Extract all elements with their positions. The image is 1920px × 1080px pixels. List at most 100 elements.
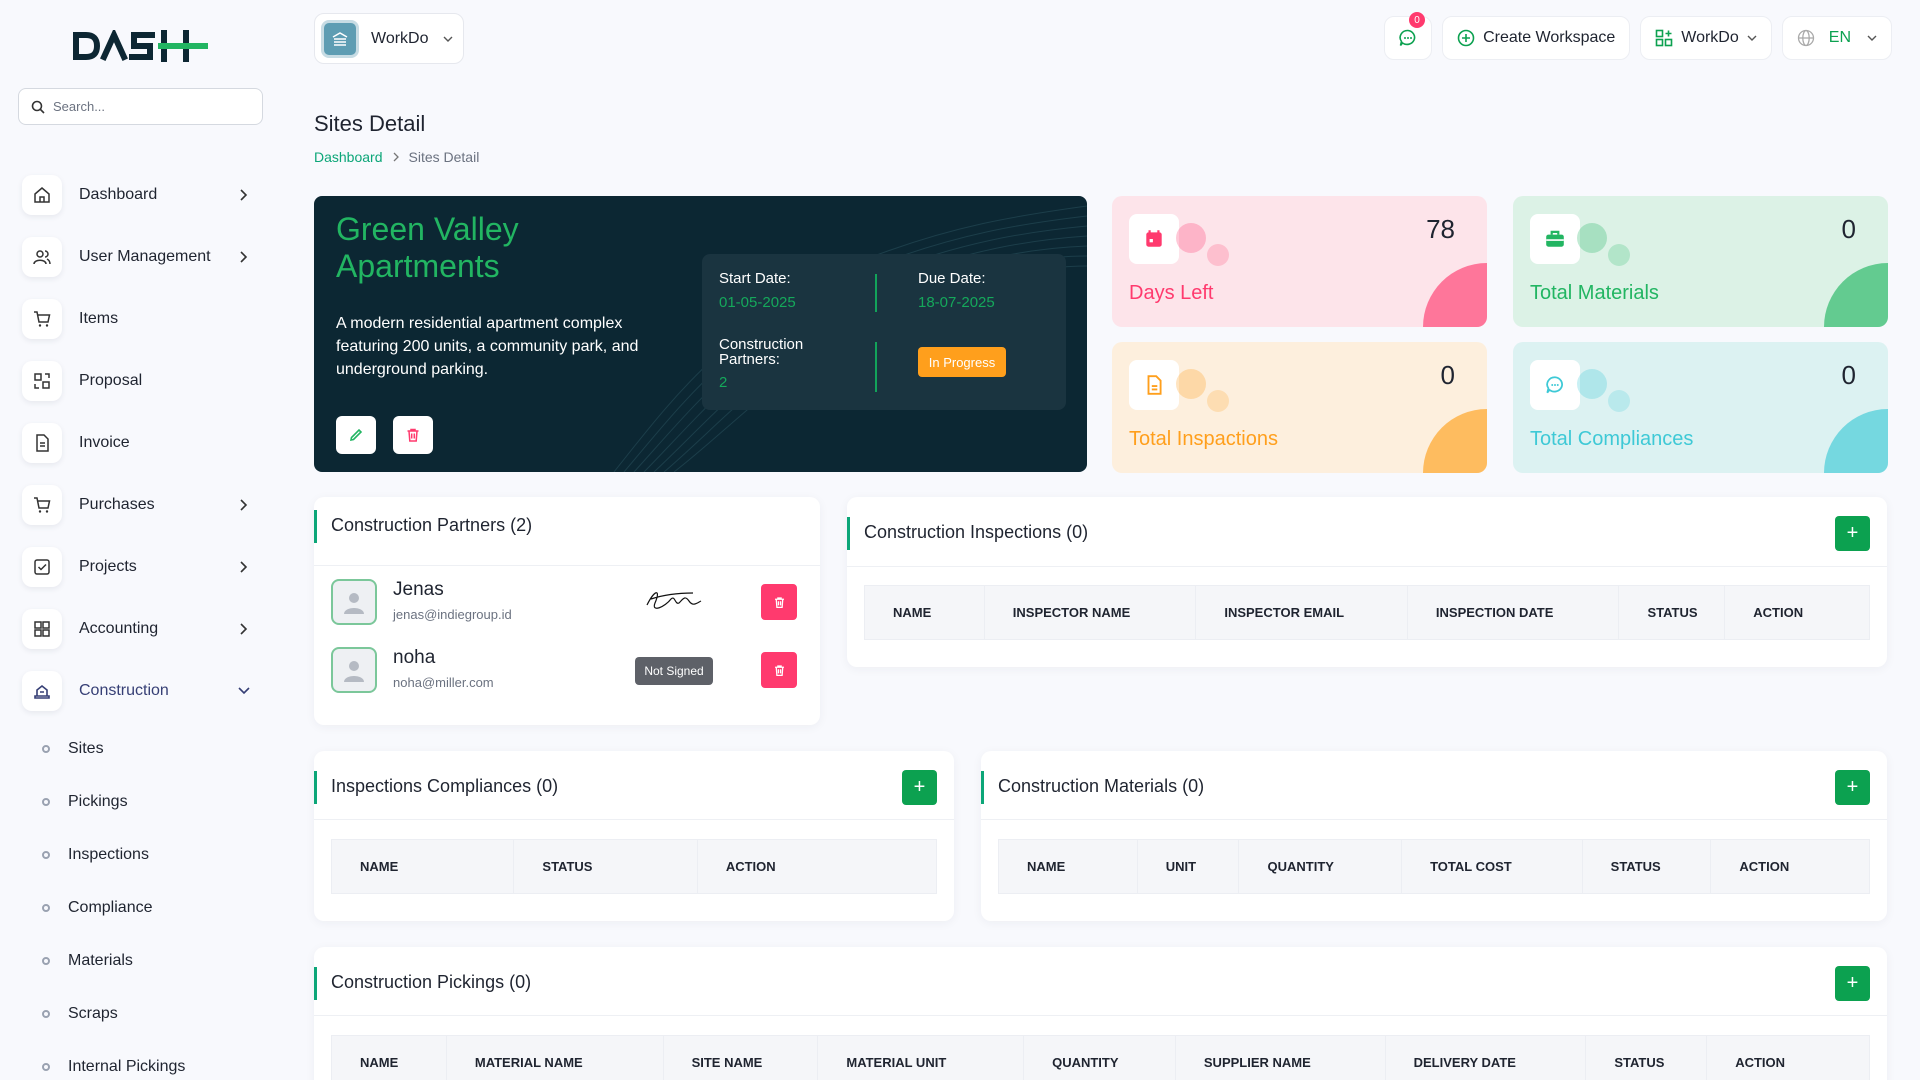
partner-name: noha xyxy=(393,647,436,668)
add-inspection-button[interactable]: + xyxy=(1835,516,1870,551)
calendar-icon xyxy=(1129,214,1179,264)
breadcrumb-home[interactable]: Dashboard xyxy=(314,149,383,165)
notifications-button[interactable]: 0 xyxy=(1384,12,1433,60)
due-date-label: Due Date: xyxy=(918,270,986,287)
cart-icon xyxy=(22,299,62,339)
sidebar-item-items[interactable]: Items xyxy=(22,288,262,350)
submenu-item-inspections[interactable]: Inspections xyxy=(42,828,262,881)
partner-email: jenas@indiegroup.id xyxy=(393,607,512,622)
bullet-icon xyxy=(42,850,50,859)
add-material-button[interactable]: + xyxy=(1835,770,1870,805)
submenu-item-scraps[interactable]: Scraps xyxy=(42,987,262,1040)
submenu-item-pickings[interactable]: Pickings xyxy=(42,775,262,828)
stat-value: 0 xyxy=(1841,360,1856,390)
user-icon xyxy=(344,661,364,682)
column-header-status: STATUS xyxy=(1583,840,1712,893)
column-header-inspector-email: INSPECTOR EMAIL xyxy=(1196,586,1408,639)
chevron-down-icon xyxy=(238,687,250,695)
search-input[interactable] xyxy=(53,99,243,114)
stat-label: Total Materials xyxy=(1530,282,1659,304)
bullet-icon xyxy=(42,1009,50,1018)
chat-icon xyxy=(1399,29,1416,46)
bullet-icon xyxy=(42,744,50,753)
sidebar-item-construction[interactable]: Construction xyxy=(22,660,262,722)
home-icon xyxy=(22,175,62,215)
inspections-compliances-card: Inspections Compliances (0) + NAME STATUS… xyxy=(314,751,954,921)
construction-pickings-card: Construction Pickings (0) + NAME MATERIAL… xyxy=(314,947,1887,1080)
chevron-down-icon xyxy=(443,36,452,42)
stat-value: 0 xyxy=(1841,214,1856,244)
workspace-menu[interactable]: WorkDo xyxy=(1640,16,1772,60)
create-workspace-label: Create Workspace xyxy=(1483,29,1616,46)
add-picking-button[interactable]: + xyxy=(1835,966,1870,1001)
notification-badge: 0 xyxy=(1409,12,1426,28)
partner-name: Jenas xyxy=(393,579,444,600)
dash-logo[interactable] xyxy=(72,27,210,66)
grid-icon xyxy=(22,609,62,649)
search-icon xyxy=(31,100,45,114)
sidebar-menu: Dashboard User Management Items Proposal Inv… xyxy=(22,164,262,1080)
table-header: NAME UNIT QUANTITY TOTAL COST STATUS ACTION xyxy=(998,839,1870,894)
workspace-avatar xyxy=(321,19,359,58)
trash-icon xyxy=(774,596,784,608)
breadcrumb: Dashboard Sites Detail xyxy=(314,149,479,165)
column-header-name: NAME xyxy=(332,1036,447,1080)
decor-bubble xyxy=(1176,223,1206,253)
submenu-item-sites[interactable]: Sites xyxy=(42,722,262,775)
signature-image xyxy=(646,592,702,609)
decor-bubble xyxy=(1577,223,1607,253)
site-hero-card: Green Valley Apartments A modern residen… xyxy=(314,196,1087,472)
delete-partner-button[interactable] xyxy=(761,584,797,620)
construction-inspections-card: Construction Inspections (0) + NAME INSPE… xyxy=(847,497,1887,667)
bullet-icon xyxy=(42,1062,50,1071)
column-header-quantity: QUANTITY xyxy=(1024,1036,1176,1080)
proposal-icon xyxy=(22,361,62,401)
search-box[interactable] xyxy=(18,88,263,125)
decor-bubble xyxy=(1608,390,1630,412)
breadcrumb-current: Sites Detail xyxy=(408,149,480,165)
language-selector[interactable]: EN xyxy=(1781,16,1892,60)
create-workspace-button[interactable]: Create Workspace xyxy=(1442,16,1631,60)
bullet-icon xyxy=(42,903,50,912)
stat-card-days-left: 78 Days Left xyxy=(1112,196,1487,327)
sidebar-item-user-management[interactable]: User Management xyxy=(22,226,262,288)
plus-circle-icon xyxy=(1457,29,1475,47)
avatar xyxy=(331,647,377,693)
bullet-icon xyxy=(42,956,50,965)
language-label: EN xyxy=(1828,29,1851,46)
sidebar-item-dashboard[interactable]: Dashboard xyxy=(22,164,262,226)
site-info-panel: Start Date: 01-05-2025 Due Date: 18-07-2… xyxy=(702,254,1066,410)
sidebar-item-label: Invoice xyxy=(79,434,130,451)
submenu-item-internal-pickings[interactable]: Internal Pickings xyxy=(42,1040,262,1080)
briefcase-icon xyxy=(1530,214,1580,264)
delete-partner-button[interactable] xyxy=(761,652,797,688)
users-icon xyxy=(22,237,62,277)
trash-icon xyxy=(774,664,784,676)
chevron-right-icon xyxy=(240,623,248,635)
column-header-status: STATUS xyxy=(1586,1036,1708,1080)
sidebar-item-accounting[interactable]: Accounting xyxy=(22,598,262,660)
delete-site-button[interactable] xyxy=(393,416,433,454)
column-header-inspection-date: INSPECTION DATE xyxy=(1408,586,1620,639)
card-title: Inspections Compliances (0) xyxy=(331,776,559,796)
submenu-item-materials[interactable]: Materials xyxy=(42,934,262,987)
decor-corner xyxy=(1824,409,1888,473)
sidebar-item-purchases[interactable]: Purchases xyxy=(22,474,262,536)
stat-value: 78 xyxy=(1426,214,1455,244)
add-compliance-button[interactable]: + xyxy=(902,770,937,805)
sidebar-item-invoice[interactable]: Invoice xyxy=(22,412,262,474)
document-icon xyxy=(1129,360,1179,410)
cart-icon xyxy=(22,485,62,525)
sidebar-item-proposal[interactable]: Proposal xyxy=(22,350,262,412)
decor-corner xyxy=(1423,409,1487,473)
column-header-action: ACTION xyxy=(1753,605,1804,620)
edit-site-button[interactable] xyxy=(336,416,376,454)
table-header: NAME MATERIAL NAME SITE NAME MATERIAL UNIT Q… xyxy=(331,1035,1870,1080)
column-header-material-unit: MATERIAL UNIT xyxy=(818,1036,1025,1080)
submenu-item-compliance[interactable]: Compliance xyxy=(42,881,262,934)
decor-bubble xyxy=(1176,369,1206,399)
chevron-down-icon xyxy=(1747,35,1757,41)
building-icon xyxy=(332,31,348,46)
sidebar-item-projects[interactable]: Projects xyxy=(22,536,262,598)
workspace-switcher[interactable]: WorkDo xyxy=(314,13,464,64)
